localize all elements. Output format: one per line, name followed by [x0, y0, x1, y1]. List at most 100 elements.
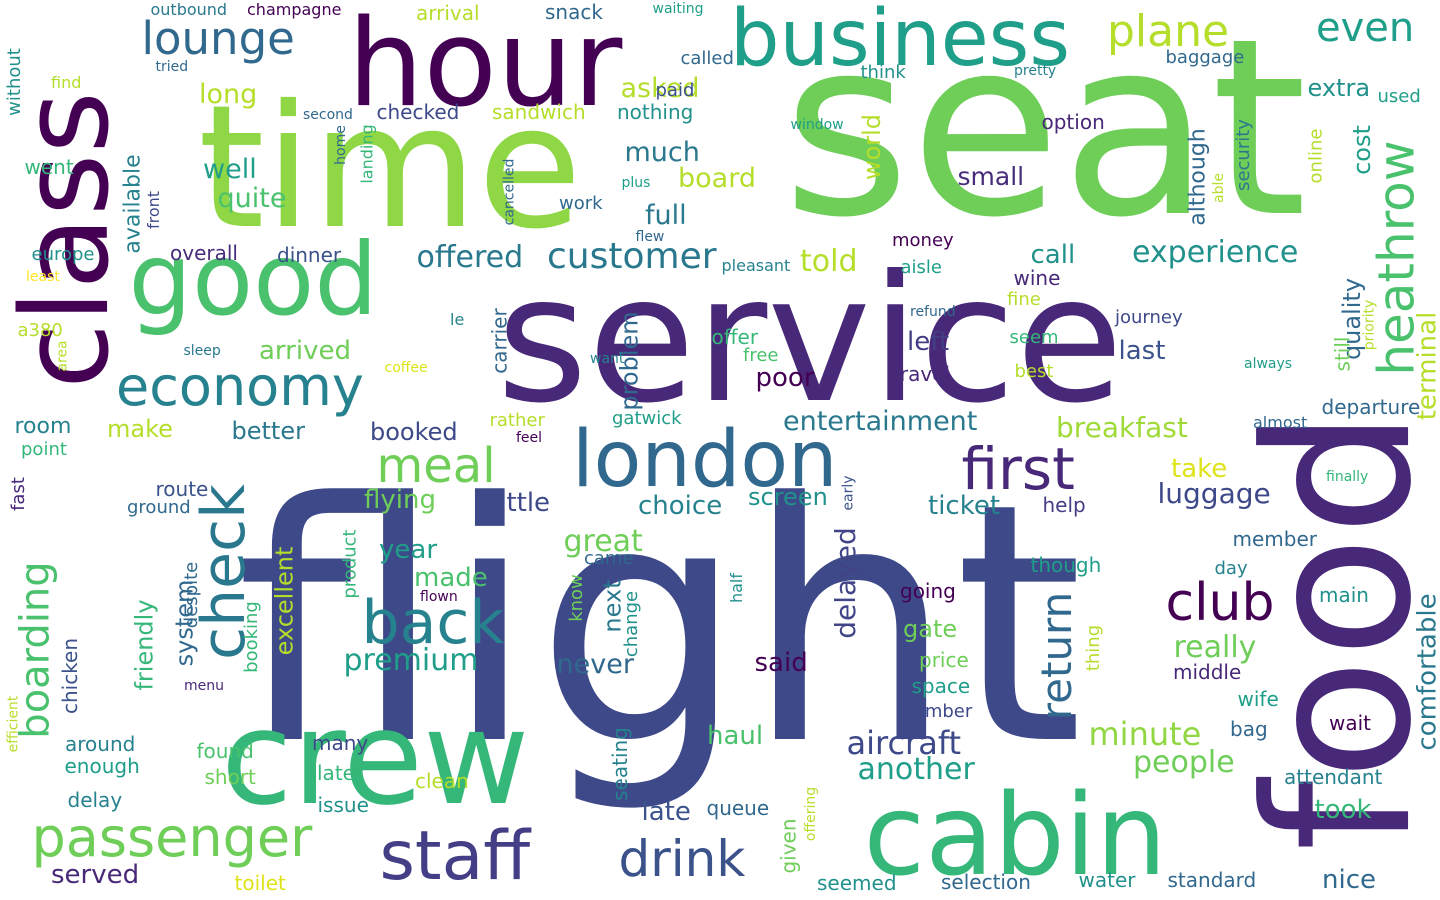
word-ticket: ticket: [928, 491, 1001, 521]
word-baggage: baggage: [1165, 47, 1245, 68]
word-back: back: [361, 588, 505, 658]
word-seat: seat: [782, 0, 1308, 271]
word-wife: wife: [1237, 687, 1279, 711]
word-later: later: [317, 761, 364, 785]
word-drink: drink: [618, 830, 746, 888]
word-never: never: [556, 648, 634, 680]
word-gatwick: gatwick: [612, 408, 682, 429]
word-always: always: [1244, 356, 1293, 372]
word-cabin: cabin: [863, 771, 1167, 900]
word-plane: plane: [1107, 6, 1230, 57]
word-change: change: [621, 590, 643, 658]
word-overall: overall: [170, 241, 238, 265]
word-booking: booking: [240, 601, 262, 673]
word-long: long: [199, 78, 258, 110]
word-customer: customer: [547, 236, 717, 277]
word-bag: bag: [1230, 717, 1268, 741]
word-small: small: [957, 161, 1025, 191]
word-able: able: [1210, 173, 1227, 203]
word-took: took: [1314, 795, 1372, 825]
word-offering: offering: [803, 786, 820, 842]
word-really: really: [1173, 630, 1257, 665]
word-member: member: [1232, 527, 1318, 551]
word-nothing: nothing: [617, 100, 694, 124]
word-london: london: [572, 415, 838, 505]
word-snack: snack: [545, 0, 603, 24]
word-ground: ground: [127, 497, 191, 518]
word-attendant: attendant: [1284, 765, 1383, 789]
word-breakfast: breakfast: [1056, 411, 1188, 444]
word-cancelled: cancelled: [500, 158, 517, 226]
word-flown: flown: [420, 589, 458, 605]
word-short: short: [204, 765, 256, 789]
word-luggage: luggage: [1157, 477, 1271, 510]
word-queue: queue: [706, 796, 770, 820]
word-le: le: [450, 310, 465, 329]
word-despite: despite: [181, 561, 203, 629]
word-though: though: [1030, 553, 1102, 577]
word-almost: almost: [1253, 413, 1308, 432]
word-pretty: pretty: [1014, 63, 1057, 79]
word-option: option: [1041, 110, 1105, 134]
word-quite: quite: [217, 182, 287, 214]
word-went: went: [24, 155, 74, 179]
word-point: point: [21, 439, 67, 460]
word-pleasant: pleasant: [721, 256, 791, 275]
word-plus: plus: [621, 175, 651, 191]
word-tried: tried: [155, 59, 189, 75]
word-chicken: chicken: [58, 637, 83, 715]
word-wait: wait: [1329, 711, 1372, 735]
word-board: board: [678, 162, 756, 194]
word-window: window: [790, 117, 844, 133]
word-money: money: [892, 230, 954, 251]
word-toilet: toilet: [234, 871, 286, 895]
word-arrival: arrival: [416, 1, 480, 25]
word-area: area: [54, 340, 71, 372]
word-know: know: [565, 574, 587, 622]
word-finally: finally: [1326, 469, 1369, 485]
word-free: free: [743, 345, 779, 366]
word-economy: economy: [116, 355, 364, 418]
word-aircraft: aircraft: [846, 724, 962, 762]
word-gate: gate: [903, 615, 958, 643]
word-clean: clean: [415, 769, 469, 793]
word-entertainment: entertainment: [783, 405, 978, 437]
word-coffee: coffee: [384, 360, 428, 376]
word-carrier: carrier: [487, 308, 512, 374]
word-choice: choice: [638, 491, 723, 521]
word-route: route: [155, 477, 209, 501]
word-without: without: [3, 48, 25, 116]
word-offer: offer: [711, 325, 759, 349]
word-menu: menu: [184, 678, 224, 694]
word-champagne: champagne: [247, 0, 342, 19]
word-much: much: [624, 136, 700, 168]
word-many: many: [312, 731, 369, 755]
word-delayed: delayed: [828, 527, 862, 639]
word-fine: fine: [1007, 289, 1041, 310]
word-return: return: [1032, 591, 1082, 721]
word-service: service: [496, 238, 1124, 442]
word-a380: a380: [17, 320, 63, 341]
word-crew: crew: [221, 682, 530, 834]
word-help: help: [1042, 493, 1086, 517]
word-cost: cost: [1347, 125, 1376, 175]
word-outbound: outbound: [150, 0, 228, 19]
word-price: price: [919, 648, 969, 672]
word-fast: fast: [7, 477, 29, 511]
word-hour: hour: [347, 0, 623, 134]
word-best: best: [1014, 361, 1054, 382]
word-came: came: [584, 548, 634, 569]
word-selection: selection: [941, 870, 1031, 894]
word-minute: minute: [1088, 715, 1202, 753]
word-friendly: friendly: [130, 599, 159, 691]
word-good: good: [128, 221, 378, 338]
word-thing: thing: [1083, 624, 1105, 672]
word-room: room: [14, 414, 72, 439]
word-around: around: [65, 732, 136, 756]
word-least: least: [26, 269, 60, 285]
word-waiting: waiting: [652, 1, 704, 17]
word-security: security: [1232, 119, 1254, 191]
word-water: water: [1078, 868, 1136, 892]
word-efficient: efficient: [4, 695, 21, 753]
word-priority: priority: [1360, 299, 1377, 351]
